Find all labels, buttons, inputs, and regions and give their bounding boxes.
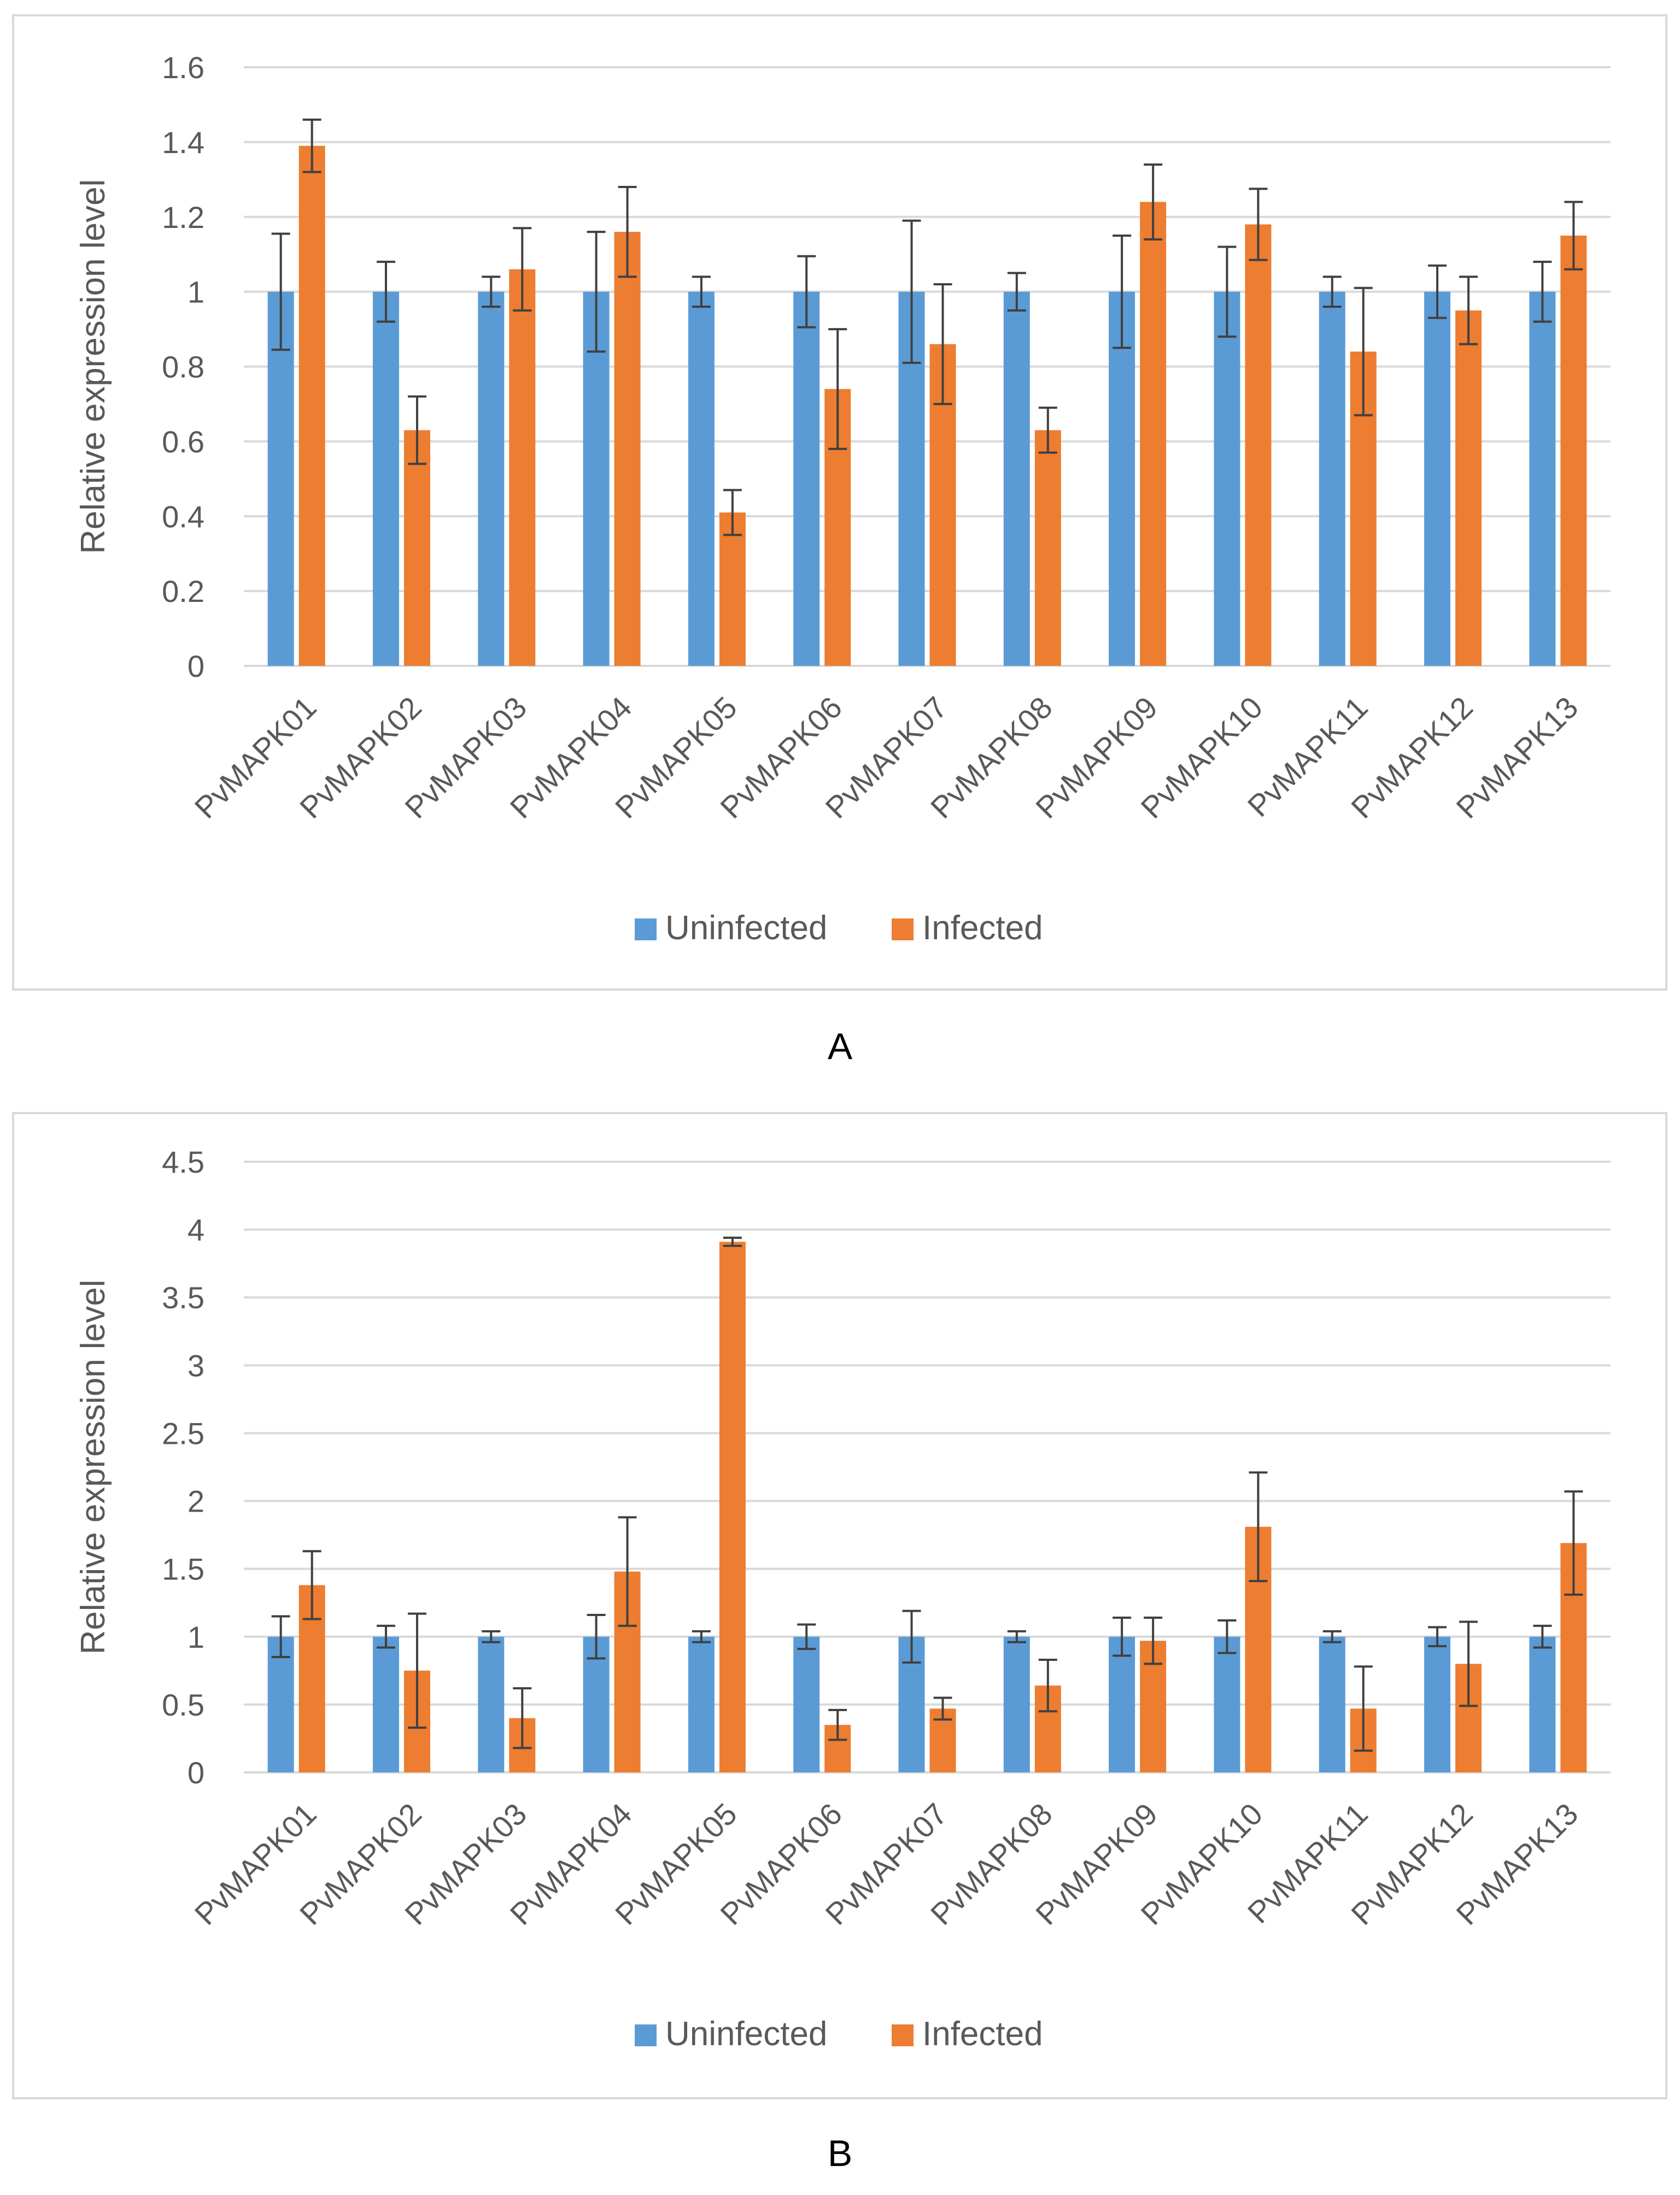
y-tick-label: 3.5 [162, 1280, 204, 1315]
y-tick-label: 2.5 [162, 1416, 204, 1450]
y-tick-label: 1.5 [162, 1552, 204, 1587]
bar-uninfected-pvmapk09 [1109, 1636, 1135, 1772]
bar-infected-pvmapk03 [509, 269, 536, 666]
y-tick-label: 4.5 [162, 1145, 204, 1179]
bar-uninfected-pvmapk11 [1319, 1636, 1345, 1772]
legend-label-infected: Infected [922, 2015, 1043, 2053]
bar-uninfected-pvmapk11 [1319, 291, 1345, 666]
y-tick-label: 0 [188, 649, 204, 683]
legend-swatch-infected [892, 918, 914, 940]
bar-uninfected-pvmapk08 [1003, 1636, 1030, 1772]
legend-label-uninfected: Uninfected [665, 909, 827, 947]
y-tick-label: 2 [188, 1484, 204, 1519]
y-tick-label: 1 [188, 1620, 204, 1654]
y-tick-label: 0.2 [162, 574, 204, 608]
bar-uninfected-pvmapk13 [1529, 291, 1556, 666]
bar-uninfected-pvmapk12 [1424, 291, 1451, 666]
y-tick-label: 0.4 [162, 499, 204, 534]
bar-infected-pvmapk04 [614, 232, 641, 666]
bar-uninfected-pvmapk01 [267, 291, 294, 666]
bar-uninfected-pvmapk03 [478, 291, 505, 666]
bar-uninfected-pvmapk02 [372, 1636, 399, 1772]
y-tick-label: 1.2 [162, 200, 204, 235]
bar-uninfected-pvmapk04 [583, 291, 610, 666]
y-tick-label: 4 [188, 1213, 204, 1247]
bar-infected-pvmapk02 [403, 430, 430, 666]
bar-infected-pvmapk12 [1455, 310, 1482, 666]
y-tick-label: 0.8 [162, 350, 204, 384]
legend-swatch-infected [892, 2024, 914, 2046]
y-axis-label: Relative expression level [74, 179, 112, 554]
bar-infected-pvmapk10 [1245, 224, 1272, 666]
chart-panel-b: 0 0.5 1 1.5 2 2.5 3 3.5 4 4.5 Relative expression … [12, 1112, 1667, 2099]
legend-swatch-uninfected [635, 918, 657, 940]
legend-swatch-uninfected [635, 2024, 657, 2046]
legend-label-infected: Infected [922, 909, 1043, 947]
bar-uninfected-pvmapk10 [1214, 1636, 1240, 1772]
y-tick-label: 1.4 [162, 125, 204, 160]
bar-infected-pvmapk08 [1034, 430, 1061, 666]
bar-infected-pvmapk05 [719, 512, 746, 666]
y-tick-label: 1.6 [162, 50, 204, 85]
chart-panel-a: 0 0.2 0.4 0.6 0.8 1 1.2 1.4 1.6 Relative expressi… [12, 14, 1667, 991]
bar-infected-pvmapk01 [298, 145, 325, 666]
y-tick-label: 3 [188, 1348, 204, 1383]
bar-uninfected-pvmapk09 [1109, 291, 1135, 666]
panel-label-b: B [827, 2133, 853, 2174]
bar-uninfected-pvmapk05 [688, 1636, 715, 1772]
bar-uninfected-pvmapk03 [478, 1636, 505, 1772]
bar-infected-pvmapk09 [1140, 202, 1167, 666]
bar-uninfected-pvmapk10 [1214, 291, 1240, 666]
panel-label-a: A [827, 1026, 853, 1067]
bar-infected-pvmapk05 [719, 1242, 746, 1772]
y-axis-label: Relative expression level [74, 1280, 112, 1655]
bar-infected-pvmapk13 [1560, 235, 1587, 666]
bar-uninfected-pvmapk08 [1003, 291, 1030, 666]
bar-uninfected-pvmapk13 [1529, 1636, 1556, 1772]
bar-uninfected-pvmapk05 [688, 291, 715, 666]
y-tick-label: 0.6 [162, 424, 204, 459]
bar-uninfected-pvmapk12 [1424, 1636, 1451, 1772]
bar-uninfected-pvmapk06 [793, 1636, 820, 1772]
chart-a-svg: 0 0.2 0.4 0.6 0.8 1 1.2 1.4 1.6 Relative expressi… [74, 50, 1611, 947]
bar-uninfected-pvmapk01 [267, 1636, 294, 1772]
y-tick-label: 1 [188, 275, 204, 309]
y-tick-label: 0 [188, 1755, 204, 1790]
bar-uninfected-pvmapk02 [372, 291, 399, 666]
y-tick-label: 0.5 [162, 1688, 204, 1722]
bar-uninfected-pvmapk06 [793, 291, 820, 666]
legend-label-uninfected: Uninfected [665, 2015, 827, 2053]
chart-b-svg: 0 0.5 1 1.5 2 2.5 3 3.5 4 4.5 Relative expression … [74, 1145, 1611, 2053]
